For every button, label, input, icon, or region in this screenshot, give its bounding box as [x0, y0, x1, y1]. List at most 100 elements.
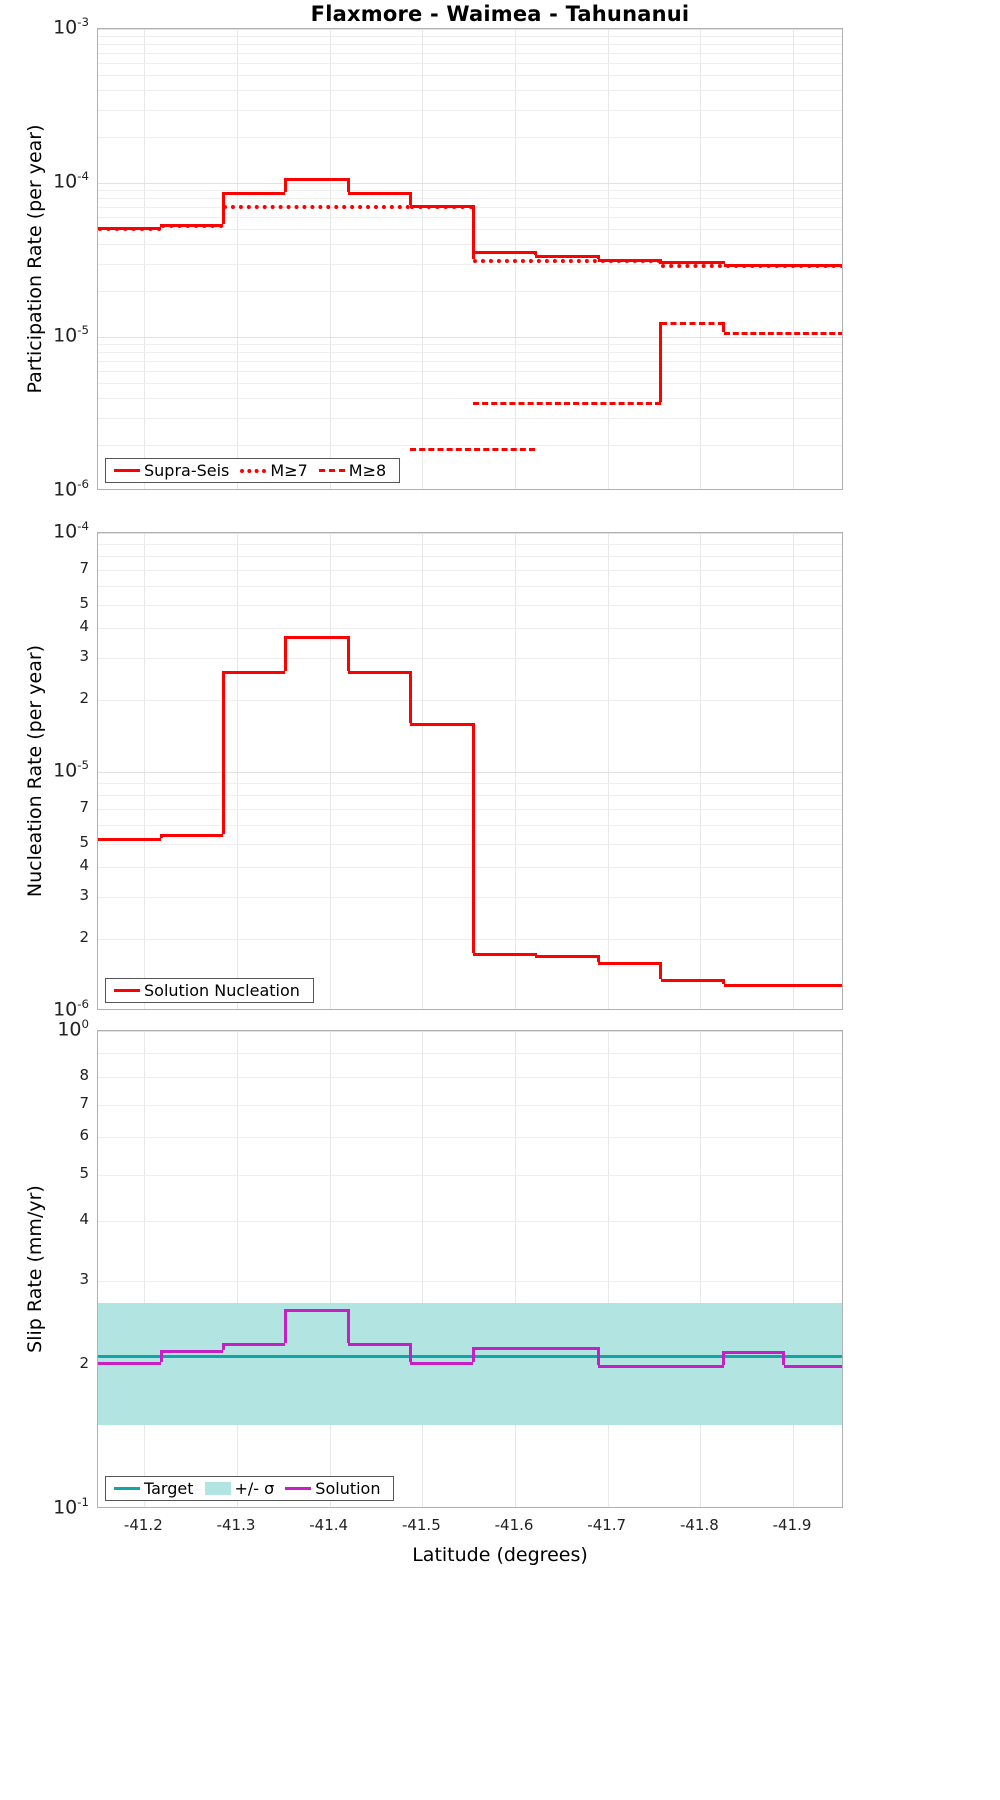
data-step-riser [659, 259, 662, 264]
data-step-segment [223, 670, 286, 674]
legend-label: M≥8 [348, 461, 387, 480]
gridline-horizontal [98, 782, 842, 784]
data-step-riser [346, 636, 350, 671]
data-step-segment [783, 1365, 842, 1369]
gridline-horizontal [98, 183, 842, 184]
data-step-segment [98, 226, 162, 231]
data-step-riser [782, 1351, 786, 1366]
data-step-segment [473, 259, 661, 264]
y-axis-tick-label: 5 [79, 593, 89, 612]
data-step-riser [346, 177, 350, 192]
x-axis-tick-label: -41.5 [401, 1516, 441, 1534]
gridline-vertical [237, 1031, 238, 1507]
gridline-horizontal [98, 229, 842, 231]
legend-item[interactable]: M≥7 [237, 461, 315, 480]
gridline-vertical [515, 533, 517, 1009]
legend-sliprate[interactable]: Target +/- σ Solution [105, 1476, 395, 1501]
gridline-horizontal [98, 867, 842, 869]
y-axis-tick-label: 7 [79, 559, 89, 578]
data-step-segment [223, 204, 411, 209]
legend-participation[interactable]: Supra-Seis M≥7 M≥8 [105, 458, 401, 483]
gridline-horizontal [98, 444, 842, 446]
legend-swatch-icon [240, 468, 267, 473]
legend-item[interactable]: Solution Nucleation [111, 981, 308, 1000]
y-axis-tick-label: 7 [79, 1094, 89, 1113]
data-step-riser [221, 204, 225, 225]
data-step-riser [221, 670, 225, 835]
data-step-segment [98, 1362, 162, 1366]
plot-area-nucleation [98, 533, 842, 1009]
data-step-riser [722, 261, 726, 264]
gridline-vertical [422, 1031, 424, 1507]
x-axis-tick-label: -41.9 [772, 1516, 812, 1534]
data-step-segment [598, 962, 661, 966]
gridline-horizontal [98, 772, 842, 773]
y-axis-tick-label: 2 [79, 1354, 89, 1373]
y-axis-tick-label: 4 [79, 617, 89, 636]
gridline-horizontal [98, 109, 842, 111]
x-axis-tick-label: -41.2 [123, 1516, 163, 1534]
data-step-segment [598, 1365, 661, 1369]
y-axis-tick-label: 4 [79, 856, 89, 875]
y-axis-tick-label: 2 [79, 689, 89, 708]
gridline-horizontal [98, 700, 842, 702]
gridline-horizontal [98, 417, 842, 419]
gridline-horizontal [98, 90, 842, 92]
gridline-vertical [144, 533, 146, 1009]
data-step-riser [596, 1347, 600, 1366]
gridline-horizontal [98, 190, 842, 192]
data-step-riser [159, 1350, 163, 1363]
gridline-horizontal [98, 604, 842, 606]
gridline-horizontal [98, 344, 842, 346]
target-line [98, 1354, 842, 1358]
y-axis-tick-label: 10-6 [53, 477, 89, 501]
data-step-segment [723, 1351, 784, 1355]
gridline-horizontal [98, 1105, 842, 1107]
y-axis-tick-label: 6 [79, 1126, 89, 1145]
legend-label: M≥7 [270, 461, 308, 480]
data-step-riser [283, 1309, 287, 1343]
data-step-segment [660, 1365, 724, 1369]
data-step-segment [285, 636, 349, 640]
data-step-segment [410, 204, 474, 209]
data-step-segment [660, 322, 724, 326]
gridline-horizontal [98, 263, 842, 265]
gridline-vertical [515, 1031, 517, 1507]
gridline-horizontal [98, 795, 842, 797]
gridline-horizontal [98, 217, 842, 219]
gridline-horizontal [98, 244, 842, 246]
gridline-vertical [607, 29, 609, 489]
legend-swatch-icon [285, 1487, 312, 1490]
data-step-riser [533, 251, 537, 256]
panel-nucleation-rate [97, 532, 843, 1010]
x-axis-tick-label: -41.7 [587, 1516, 627, 1534]
gridline-horizontal [98, 825, 842, 827]
legend-item[interactable]: Supra-Seis [111, 461, 237, 480]
data-step-riser [471, 1347, 475, 1362]
gridline-horizontal [98, 290, 842, 292]
y-axis-tick-label: 3 [79, 1269, 89, 1288]
gridline-horizontal [98, 383, 842, 385]
legend-nucleation[interactable]: Solution Nucleation [105, 978, 314, 1003]
legend-item[interactable]: Target [111, 1479, 202, 1498]
data-step-riser [659, 962, 662, 980]
y-axis-tick-label: 8 [79, 1066, 89, 1085]
legend-item[interactable]: Solution [282, 1479, 388, 1498]
plot-area-sliprate [98, 1031, 842, 1507]
data-step-segment [660, 263, 842, 268]
legend-item[interactable]: M≥8 [316, 461, 394, 480]
gridline-vertical [793, 29, 795, 489]
gridline-horizontal [98, 1031, 842, 1032]
gridline-vertical [422, 533, 424, 1009]
legend-item[interactable]: +/- σ [202, 1479, 283, 1498]
data-step-riser [283, 636, 287, 671]
y-axis-tick-label: 5 [79, 1163, 89, 1182]
data-step-segment [660, 979, 724, 983]
data-step-riser [471, 723, 475, 953]
data-step-segment [473, 1347, 536, 1351]
gridline-horizontal [98, 556, 842, 558]
gridline-horizontal [98, 136, 842, 138]
gridline-vertical [144, 29, 146, 489]
gridline-vertical [700, 29, 702, 489]
gridline-horizontal [98, 533, 842, 534]
